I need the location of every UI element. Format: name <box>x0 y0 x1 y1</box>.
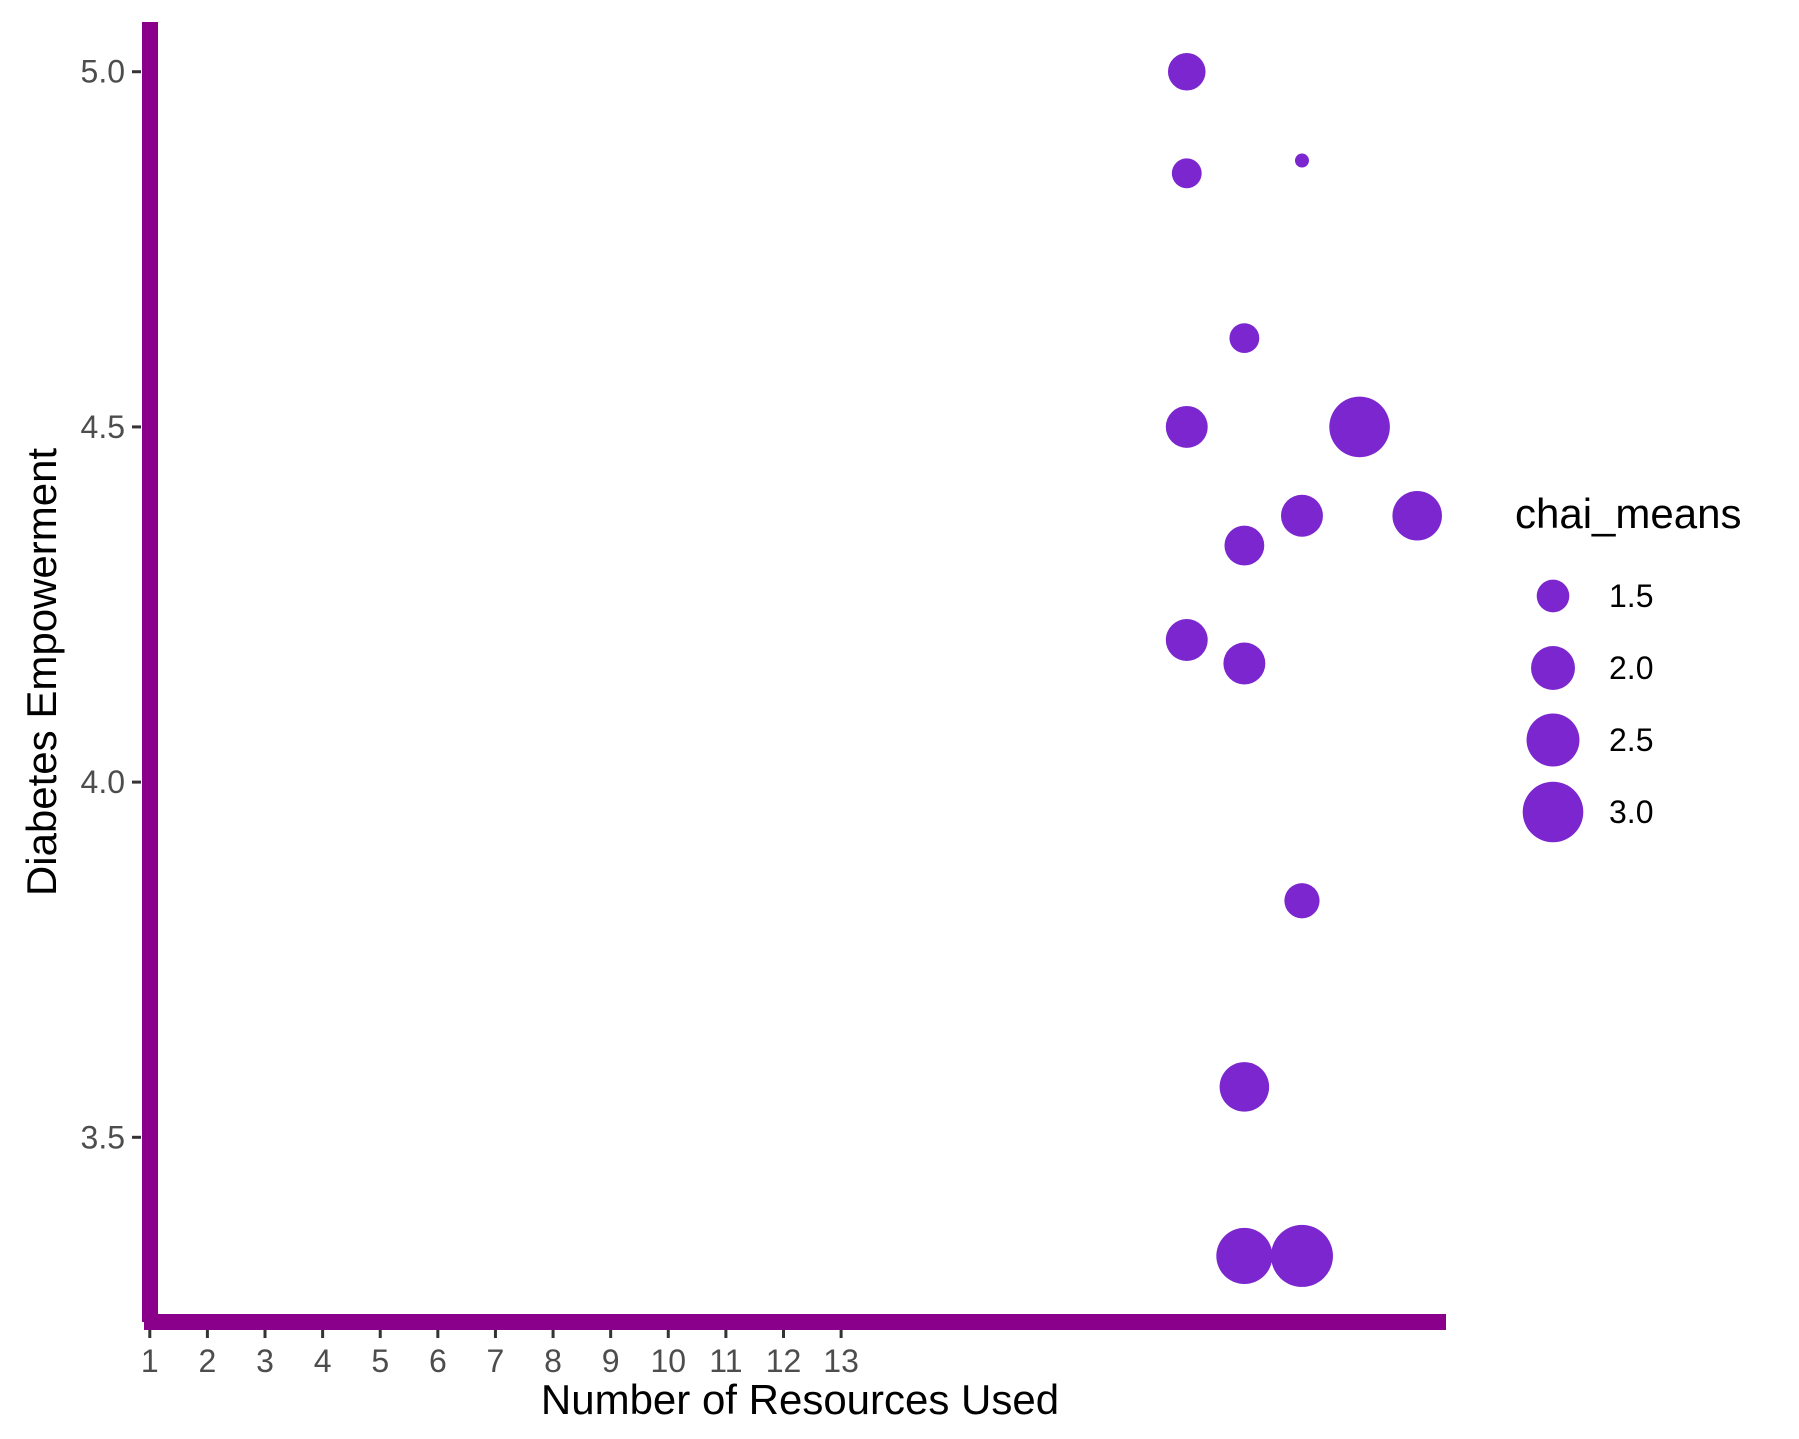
x-tick-label: 7 <box>487 1343 505 1379</box>
y-axis-title: Diabetes Empowerment <box>18 448 65 897</box>
x-tick-label: 12 <box>766 1343 802 1379</box>
y-tick-label: 4.5 <box>81 409 125 445</box>
legend-key <box>1522 781 1584 843</box>
y-axis-ticks: 3.5 4.0 4.5 5.0 <box>81 54 141 1155</box>
legend-label: 2.0 <box>1609 650 1653 686</box>
legend-entries: 1.5 2.0 2.5 3.0 <box>1522 578 1653 843</box>
x-tick-label: 1 <box>141 1343 159 1379</box>
x-tick-label: 9 <box>602 1343 620 1379</box>
data-point-5 <box>1165 405 1208 448</box>
legend-label: 1.5 <box>1609 578 1653 614</box>
data-point-11 <box>1223 642 1266 685</box>
data-point-13 <box>1219 1062 1270 1112</box>
legend-key <box>1536 579 1570 613</box>
x-tick-label: 11 <box>709 1343 742 1379</box>
legend-key <box>1531 646 1575 690</box>
x-tick-label: 10 <box>650 1343 686 1379</box>
data-point-2 <box>1171 158 1202 189</box>
y-tick-label: 5.0 <box>81 54 125 90</box>
x-axis-title: Number of Resources Used <box>541 1376 1059 1423</box>
data-point-15 <box>1270 1224 1333 1287</box>
data-point-8 <box>1392 490 1442 541</box>
data-point-4 <box>1229 323 1260 354</box>
data-point-12 <box>1284 883 1320 919</box>
y-tick-label: 3.5 <box>81 1119 125 1155</box>
data-point-10 <box>1165 619 1208 662</box>
x-tick-label: 4 <box>314 1343 332 1379</box>
data-point-1 <box>1167 52 1206 91</box>
data-point-7 <box>1281 494 1323 537</box>
x-axis-ticks: 1 2 3 4 5 6 7 8 9 10 11 12 13 <box>141 1330 859 1379</box>
data-points <box>1165 52 1442 1287</box>
legend-title: chai_means <box>1515 490 1741 537</box>
x-tick-label: 13 <box>823 1343 859 1379</box>
x-tick-label: 6 <box>429 1343 447 1379</box>
x-tick-label: 5 <box>371 1343 389 1379</box>
y-tick-label: 4.0 <box>81 764 125 800</box>
size-legend: chai_means 1.5 2.0 2.5 3.0 <box>1515 490 1741 843</box>
legend-key <box>1526 713 1580 767</box>
legend-label: 2.5 <box>1609 722 1653 758</box>
x-tick-label: 2 <box>199 1343 217 1379</box>
data-point-6 <box>1329 396 1390 458</box>
data-point-3 <box>1294 153 1309 168</box>
legend-label: 3.0 <box>1609 794 1653 830</box>
data-point-14 <box>1216 1227 1273 1284</box>
x-tick-label: 3 <box>256 1343 274 1379</box>
x-tick-label: 8 <box>544 1343 562 1379</box>
data-point-9 <box>1224 525 1265 566</box>
